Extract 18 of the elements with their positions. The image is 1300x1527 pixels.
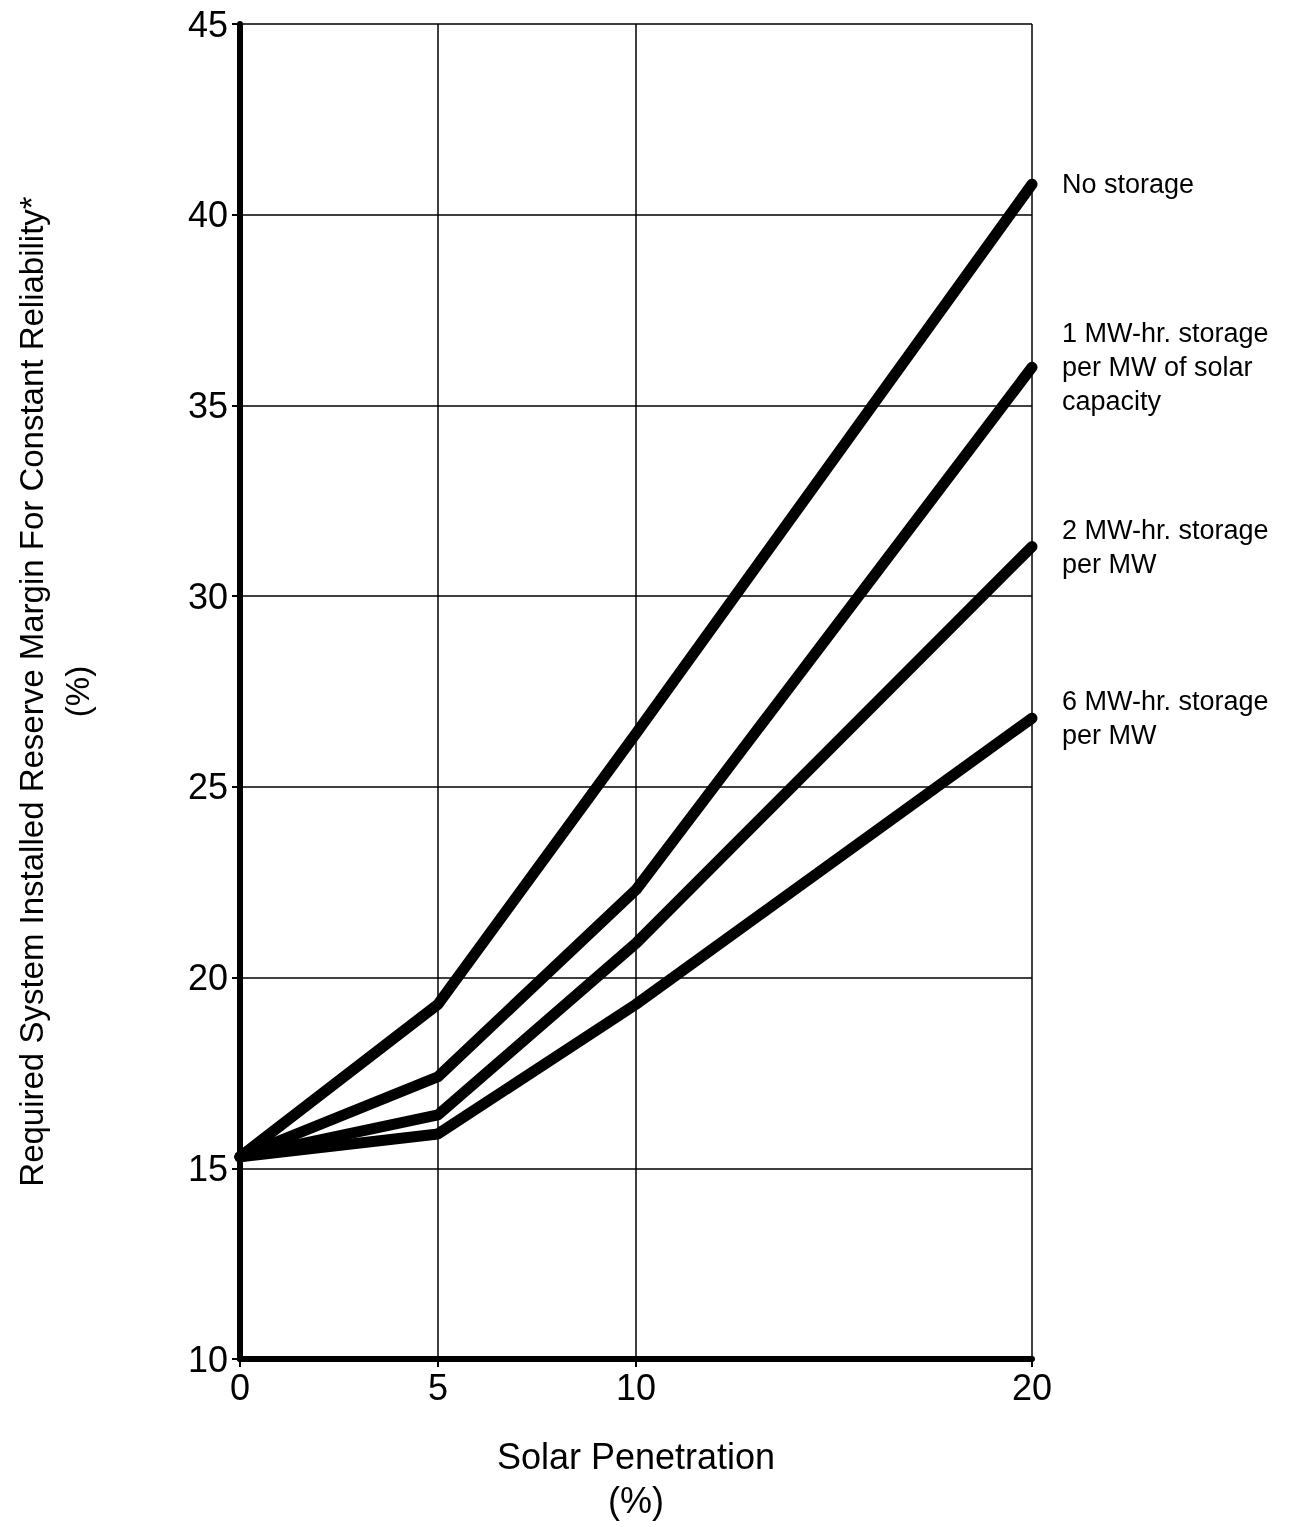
y-tick-label: 45 bbox=[187, 3, 228, 45]
y-tick-label: 30 bbox=[187, 575, 228, 617]
x-tick-label: 10 bbox=[615, 1366, 657, 1408]
y-tick-label: 10 bbox=[187, 1338, 228, 1380]
series-label: 6 MW-hr. storage per MW bbox=[1062, 686, 1277, 751]
y-tick-label: 35 bbox=[187, 384, 228, 426]
y-tick-label: 40 bbox=[187, 194, 228, 236]
series-label: No storage bbox=[1062, 169, 1195, 200]
series-label: 1 MW-hr. storage per MW of solar capacity bbox=[1062, 318, 1277, 417]
x-tick-label: 0 bbox=[229, 1366, 251, 1408]
x-tick-label: 5 bbox=[427, 1366, 449, 1408]
y-axis-title: Required System Installed Reserve Margin For Constant Reliability* (%) bbox=[12, 196, 96, 1187]
y-tick-label: 25 bbox=[187, 766, 228, 808]
x-axis-title: Solar Penetration (%) bbox=[496, 1435, 776, 1521]
x-tick-label: 20 bbox=[1011, 1366, 1053, 1408]
y-tick-label: 15 bbox=[187, 1147, 228, 1189]
series-label: 2 MW-hr. storage per MW bbox=[1062, 514, 1277, 579]
y-tick-label: 20 bbox=[187, 957, 228, 999]
